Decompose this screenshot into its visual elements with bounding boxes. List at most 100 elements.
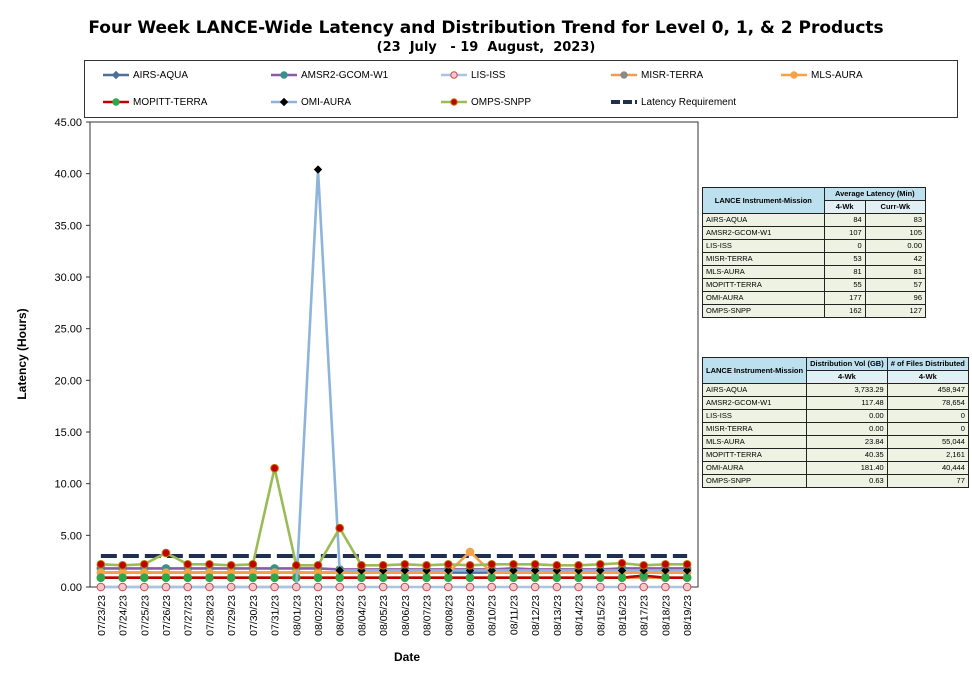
y-tick-label: 15.00 xyxy=(54,427,82,439)
data-point-omps-snpp xyxy=(509,559,518,569)
data-point-omps-snpp xyxy=(205,559,214,569)
data-point-omi-aura xyxy=(509,566,518,575)
latency-table-header-instrument: LANCE Instrument-Mission xyxy=(702,187,825,214)
y-tick-label: 35.00 xyxy=(54,220,82,232)
latency-row-curr: 0.00 xyxy=(864,239,927,253)
legend-item: MOPITT-TERRA xyxy=(101,94,207,110)
data-point-omi-aura xyxy=(682,566,692,575)
data-point-lis-iss xyxy=(205,582,214,592)
distribution-table-row: LIS-ISS 0.00 0 xyxy=(701,409,969,423)
legend-swatch-icon xyxy=(271,97,297,107)
latency-row-name: MOPITT-TERRA xyxy=(702,278,825,292)
x-tick-label: 08/05/23 xyxy=(378,595,390,636)
latency-table-header-avg: Average Latency (Min) xyxy=(823,187,927,201)
latency-row-name: AMSR2-GCOM-W1 xyxy=(702,226,825,240)
latency-row-4wk: 107 xyxy=(823,226,866,240)
data-point-lis-iss xyxy=(574,582,583,592)
latency-row-name: OMI-AURA xyxy=(702,291,825,305)
data-point-mopitt-terra xyxy=(509,573,518,583)
y-tick-label: 25.00 xyxy=(54,324,82,336)
chart-legend: AIRS-AQUA AMSR2-GCOM-W1 LIS-ISS MISR-TERRA M… xyxy=(84,60,958,118)
distribution-row-files: 78,654 xyxy=(886,396,969,410)
latency-row-4wk: 55 xyxy=(823,278,866,292)
latency-table-sub-4wk: 4-Wk xyxy=(823,200,866,214)
data-point-lis-iss xyxy=(378,582,388,592)
data-point-mopitt-terra xyxy=(465,573,475,583)
x-tick-label: 07/27/23 xyxy=(183,595,195,636)
legend-item: OMPS-SNPP xyxy=(439,94,531,110)
x-tick-label: 08/16/23 xyxy=(617,595,629,636)
legend-item: Latency Requirement xyxy=(609,94,736,110)
x-tick-label: 08/01/23 xyxy=(291,595,303,636)
data-point-omps-snpp xyxy=(335,523,345,533)
data-point-omps-snpp xyxy=(183,559,193,569)
data-point-lis-iss xyxy=(313,582,323,592)
data-point-mopitt-terra xyxy=(661,573,670,583)
distribution-table-row: AMSR2-GCOM-W1 117.48 78,654 xyxy=(701,396,969,410)
legend-label: MISR-TERRA xyxy=(641,69,704,81)
distribution-row-files: 0 xyxy=(886,409,969,423)
legend-swatch-icon xyxy=(611,100,637,104)
distribution-table: LANCE Instrument-Mission Distribution Vo… xyxy=(701,357,969,488)
latency-row-name: MLS-AURA xyxy=(702,265,825,279)
data-point-mopitt-terra xyxy=(118,573,127,583)
x-tick-label: 08/15/23 xyxy=(595,595,607,636)
distribution-row-name: MOPITT-TERRA xyxy=(701,448,808,462)
latency-row-name: MISR-TERRA xyxy=(702,252,825,266)
data-point-omps-snpp xyxy=(357,561,366,570)
y-axis-label: Latency (Hours) xyxy=(15,308,29,400)
data-point-omps-snpp xyxy=(291,561,301,570)
legend-label: OMI-AURA xyxy=(301,96,351,108)
data-point-lis-iss xyxy=(183,582,193,592)
plot-area xyxy=(89,121,699,588)
x-tick-label: 08/18/23 xyxy=(660,595,672,636)
data-point-omps-snpp xyxy=(378,561,388,570)
latency-row-curr: 96 xyxy=(864,291,927,305)
legend-label: MOPITT-TERRA xyxy=(133,96,208,108)
distribution-row-files: 0 xyxy=(886,422,969,436)
y-tick-label: 30.00 xyxy=(54,272,82,284)
data-point-mopitt-terra xyxy=(443,573,453,583)
legend-label: AIRS-AQUA xyxy=(133,69,189,81)
data-point-lis-iss xyxy=(617,582,627,592)
data-point-lis-iss xyxy=(270,582,279,592)
distribution-row-name: OMPS-SNPP xyxy=(701,474,808,488)
data-point-mopitt-terra xyxy=(617,573,627,583)
data-point-mopitt-terra xyxy=(530,573,540,583)
x-tick-label: 08/10/23 xyxy=(487,595,499,636)
distribution-row-name: LIS-ISS xyxy=(701,409,808,423)
data-point-lis-iss xyxy=(139,582,149,592)
y-tick-label: 45.00 xyxy=(54,117,82,129)
legend-item: AIRS-AQUA xyxy=(101,67,188,83)
x-tick-label: 07/25/23 xyxy=(139,595,151,636)
distribution-table-row: MOPITT-TERRA 40.35 2,161 xyxy=(701,448,969,462)
data-point-omps-snpp xyxy=(552,561,562,570)
data-point-mopitt-terra xyxy=(552,573,562,583)
data-point-omps-snpp xyxy=(595,559,605,569)
distribution-row-name: AIRS-AQUA xyxy=(701,383,808,397)
x-tick-label: 08/04/23 xyxy=(356,595,368,636)
x-tick-label: 08/03/23 xyxy=(335,595,347,636)
legend-label: Latency Requirement xyxy=(641,96,737,108)
distribution-table-header-instrument: LANCE Instrument-Mission xyxy=(701,357,808,384)
data-point-omi-aura xyxy=(444,566,453,575)
chart-subtitle: (23 July - 19 August, 2023) xyxy=(376,40,596,55)
data-point-mopitt-terra xyxy=(96,573,106,583)
y-tick-label: 10.00 xyxy=(54,479,82,491)
data-point-omps-snpp xyxy=(661,559,670,569)
data-point-omi-aura xyxy=(400,566,410,575)
data-point-omi-aura xyxy=(335,566,344,575)
latency-row-curr: 42 xyxy=(864,252,927,266)
x-tick-label: 07/28/23 xyxy=(204,595,216,636)
distribution-row-vol: 117.48 xyxy=(806,396,888,410)
distribution-row-files: 77 xyxy=(886,474,969,488)
data-point-lis-iss xyxy=(509,582,518,592)
legend-item: AMSR2-GCOM-W1 xyxy=(269,67,388,83)
data-point-mopitt-terra xyxy=(161,573,171,583)
series-line-mopitt-terra xyxy=(100,574,688,580)
data-point-omps-snpp xyxy=(574,561,583,570)
x-tick-label: 08/17/23 xyxy=(639,595,651,636)
data-point-mopitt-terra xyxy=(313,573,323,583)
latency-row-curr: 81 xyxy=(864,265,927,279)
data-point-omi-aura xyxy=(313,165,323,174)
